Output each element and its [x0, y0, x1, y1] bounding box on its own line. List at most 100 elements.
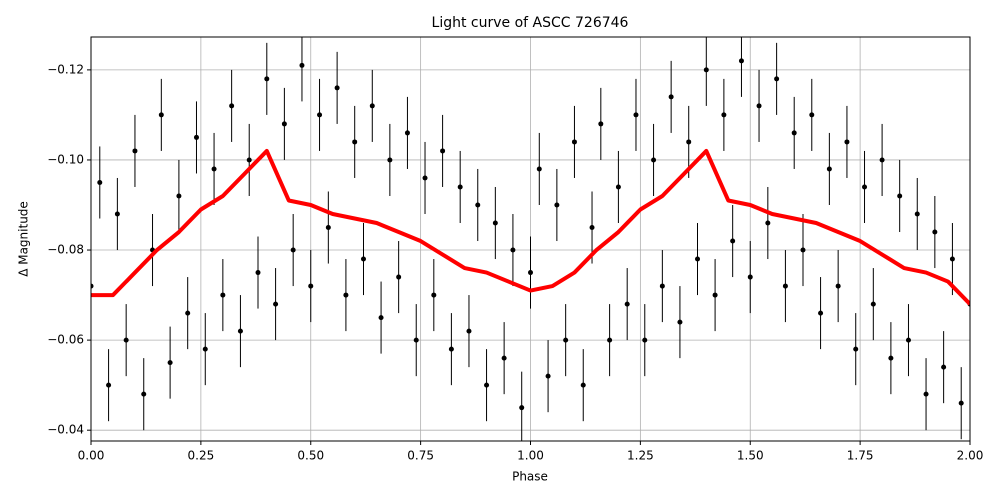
data-point: [774, 76, 780, 82]
data-point: [818, 310, 824, 316]
data-point: [826, 166, 832, 172]
data-point: [668, 94, 674, 100]
data-point: [615, 184, 621, 190]
data-point: [501, 355, 507, 361]
data-point: [686, 139, 692, 145]
data-point: [703, 67, 709, 73]
data-point: [598, 121, 604, 127]
data-point: [536, 166, 542, 172]
data-point: [484, 382, 490, 388]
data-point: [651, 157, 657, 163]
data-point: [237, 328, 243, 334]
mean-curve: [91, 148, 970, 306]
data-point: [545, 373, 551, 379]
data-point: [765, 220, 771, 226]
data-point: [932, 229, 938, 235]
data-point: [475, 202, 481, 208]
data-point: [659, 283, 665, 289]
data-point: [607, 337, 613, 343]
data-point: [325, 225, 331, 231]
data-point: [440, 148, 446, 154]
data-point: [352, 139, 358, 145]
data-point: [123, 337, 129, 343]
plot-area: [91, 37, 970, 441]
data-point: [800, 247, 806, 253]
data-point: [633, 112, 639, 118]
data-point: [158, 112, 164, 118]
data-point: [721, 112, 727, 118]
data-point: [738, 58, 744, 64]
axes: 0.00 0.25 0.50 0.75 1.00 1.25 1.50 1.75 2.00 −0.1…: [47, 62, 983, 462]
data-point: [246, 157, 252, 163]
data-point: [404, 130, 410, 136]
data-point: [193, 134, 199, 140]
x-tick-label: 2.00: [957, 449, 984, 463]
data-point: [905, 337, 911, 343]
x-tick-label: 1.50: [737, 449, 764, 463]
data-point: [211, 166, 217, 172]
data-point: [281, 121, 287, 127]
x-tick-label: 0.50: [297, 449, 324, 463]
data-point: [317, 112, 323, 118]
data-point: [853, 346, 859, 352]
y-tick-label: −0.08: [47, 243, 84, 257]
data-point: [185, 310, 191, 316]
data-point: [141, 391, 147, 397]
data-point: [941, 364, 947, 370]
data-point: [264, 76, 270, 82]
data-point: [457, 184, 463, 190]
data-point: [422, 175, 428, 181]
data-point: [888, 355, 894, 361]
data-point: [730, 238, 736, 244]
data-point: [809, 112, 815, 118]
data-point: [879, 157, 885, 163]
data-point: [220, 292, 226, 298]
data-point: [528, 270, 533, 276]
data-point: [782, 283, 788, 289]
data-point: [791, 130, 797, 136]
x-tick-label: 0.25: [188, 449, 215, 463]
data-point: [299, 62, 305, 68]
data-point: [378, 315, 384, 321]
grid: [90, 37, 971, 441]
data-point: [844, 139, 850, 145]
data-point: [756, 103, 762, 109]
data-point: [712, 292, 718, 298]
y-tick-label: −0.12: [47, 62, 84, 76]
data-point: [958, 400, 964, 406]
data-point: [273, 301, 279, 307]
data-point: [589, 225, 595, 231]
data-point: [91, 283, 94, 289]
data-point: [466, 328, 472, 334]
x-tick-label: 1.75: [847, 449, 874, 463]
y-tick-label: −0.04: [47, 423, 84, 437]
data-point: [914, 211, 920, 217]
data-point: [132, 148, 138, 154]
x-tick-label: 1.00: [517, 449, 544, 463]
data-point: [229, 103, 235, 109]
data-point: [624, 301, 630, 307]
data-point: [369, 103, 375, 109]
data-point: [387, 157, 393, 163]
data-point: [448, 346, 454, 352]
data-point: [255, 270, 261, 276]
data-point: [642, 337, 648, 343]
data-point: [308, 283, 314, 289]
data-point: [862, 184, 868, 190]
data-point: [571, 139, 577, 145]
data-point: [695, 256, 701, 262]
data-point: [870, 301, 876, 307]
data-point: [290, 247, 296, 253]
data-point: [519, 405, 525, 411]
data-point: [492, 220, 498, 226]
data-point: [554, 202, 560, 208]
data-point: [563, 337, 569, 343]
data-point: [431, 292, 437, 298]
y-axis-label: Δ Magnitude: [17, 201, 31, 277]
x-tick-label: 0.00: [78, 449, 105, 463]
y-tick-label: −0.06: [47, 333, 84, 347]
data-point: [510, 247, 516, 253]
x-axis-label: Phase: [512, 470, 548, 484]
data-point: [360, 256, 366, 262]
